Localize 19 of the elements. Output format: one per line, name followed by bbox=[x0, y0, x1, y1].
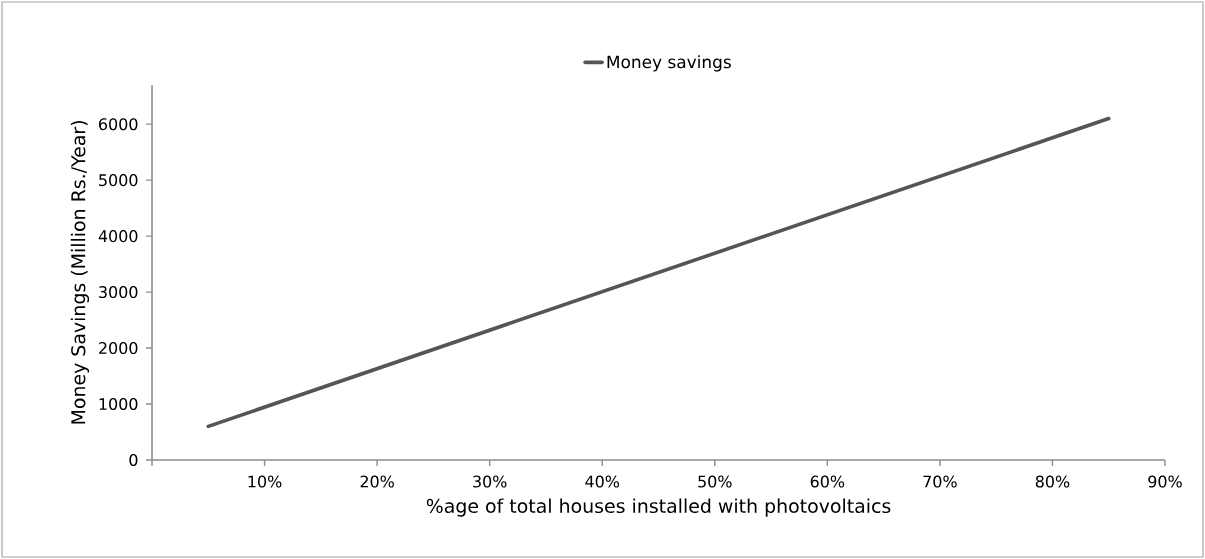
y-tick-label: 2000 bbox=[99, 342, 138, 355]
x-tick-label: 20% bbox=[360, 475, 394, 488]
y-tick-label: 5000 bbox=[99, 174, 138, 187]
y-tick-label: 1000 bbox=[99, 397, 138, 411]
x-tick-label: 80% bbox=[1035, 475, 1070, 488]
x-tick-label: 10% bbox=[248, 475, 282, 488]
x-tick-label: 70% bbox=[923, 475, 957, 488]
legend-label: Money savings bbox=[607, 55, 731, 72]
x-tick-label: 90% bbox=[1148, 475, 1182, 488]
y-tick-label: 6000 bbox=[99, 118, 138, 131]
y-axis-title: Money Savings (Million Rs./Year) bbox=[70, 121, 90, 424]
y-tick-label: 0 bbox=[129, 453, 138, 467]
x-tick-label: 50% bbox=[698, 475, 732, 488]
x-tick-label: 60% bbox=[810, 475, 845, 488]
y-tick-label: 4000 bbox=[98, 230, 138, 243]
x-axis-title: %age of total houses installed with photovoltaics bbox=[426, 498, 891, 517]
y-tick-label: 3000 bbox=[99, 286, 138, 299]
x-tick-label: 30% bbox=[473, 475, 507, 488]
x-tick-label: 40% bbox=[585, 475, 620, 488]
